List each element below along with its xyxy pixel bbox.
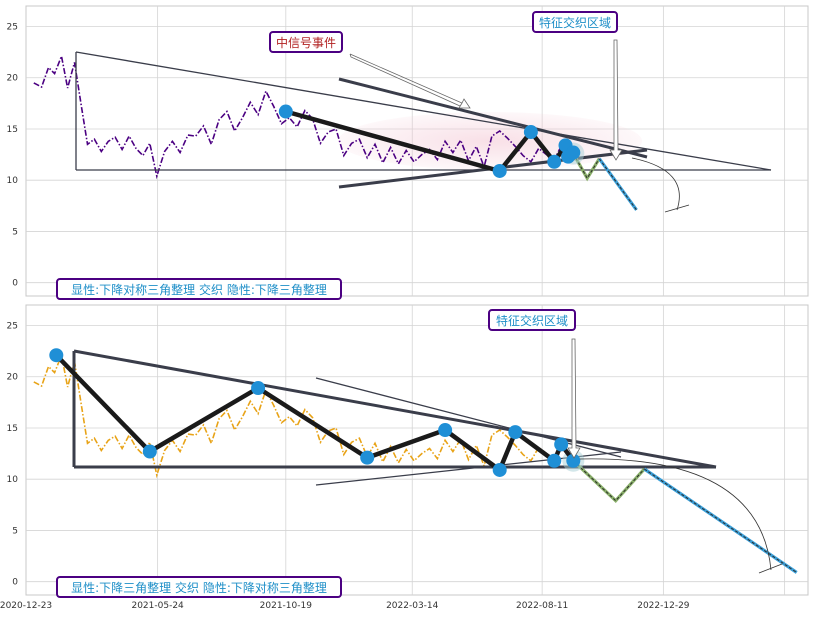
bottom-upper-trendline	[73, 349, 717, 469]
bottom-panel: 0 5 10 15 20 25 2020-12-23 2021-05-24 2021-10-1…	[0, 304, 809, 611]
top-feature-zone-label: 特征交织区域	[532, 11, 618, 33]
bottom-pattern-node	[142, 444, 157, 459]
top-pattern-zigzag	[278, 104, 581, 178]
top-pattern-title-text: 显性:下降对称三角整理 交织 隐性:下降三角整理	[71, 282, 327, 297]
top-pattern-node	[492, 163, 507, 178]
bottom-xtick-label: 2022-08-11	[516, 601, 568, 611]
top-y-axis: 0 5 10 15 20 25	[7, 22, 19, 288]
bottom-ytick-label: 5	[12, 526, 18, 536]
bottom-x-axis: 2020-12-23 2021-05-24 2021-10-19 2022-03-14…	[0, 601, 690, 611]
top-panel: 0 5 10 15 20 25 中信号事件 特征交织区域	[7, 5, 809, 300]
bottom-xtick-label: 2021-10-19	[260, 601, 313, 611]
top-pattern-title: 显性:下降对称三角整理 交织 隐性:下降三角整理	[56, 278, 342, 300]
top-pattern-node	[278, 104, 293, 119]
top-ytick-label: 5	[12, 227, 18, 237]
bottom-sym-upper	[315, 377, 622, 458]
bottom-triangle-lines	[72, 349, 717, 486]
signal-event-label: 中信号事件	[269, 31, 343, 53]
top-upper-trendline	[75, 51, 772, 171]
bottom-pattern-node	[438, 423, 453, 438]
bottom-xtick-label: 2021-05-24	[131, 601, 184, 611]
bottom-pattern-title-text: 显性:下降三角整理 交织 隐性:下降对称三角整理	[71, 580, 327, 595]
top-feature-zone-text: 特征交织区域	[539, 15, 611, 30]
bottom-pattern-node	[566, 453, 581, 468]
bottom-y-axis: 0 5 10 15 20 25	[7, 321, 19, 587]
bottom-feature-zone-text: 特征交织区域	[496, 313, 568, 328]
bottom-pattern-node	[508, 425, 523, 440]
bottom-grid	[26, 305, 808, 595]
bottom-pattern-line	[54, 353, 576, 473]
bottom-feature-zone-label: 特征交织区域	[488, 309, 576, 331]
top-projection-arc	[631, 157, 680, 211]
bottom-pattern-node	[251, 381, 266, 396]
top-ytick-label: 10	[7, 176, 19, 186]
bottom-xtick-label: 2022-12-29	[637, 601, 690, 611]
top-ytick-label: 15	[7, 125, 18, 135]
top-pattern-node	[566, 145, 581, 160]
bottom-ytick-label: 10	[7, 475, 19, 485]
bottom-arc-endcap	[758, 563, 783, 574]
top-forecast-blue-dash	[598, 158, 637, 211]
signal-event-arrow	[349, 53, 471, 109]
bottom-forecast-blue-dash	[644, 468, 797, 573]
top-ytick-label: 20	[7, 74, 19, 84]
bottom-pattern-node	[554, 437, 569, 452]
top-pattern-node	[523, 125, 538, 140]
bottom-projection-arc	[579, 458, 772, 571]
bottom-pattern-node	[49, 348, 64, 363]
bottom-pattern-node	[360, 450, 375, 465]
bottom-pattern-title: 显性:下降三角整理 交织 隐性:下降对称三角整理	[56, 576, 342, 598]
top-pattern-node	[547, 154, 562, 169]
bottom-ytick-label: 25	[7, 321, 18, 331]
bottom-pattern-node	[492, 462, 507, 477]
top-sym-upper	[338, 77, 648, 159]
top-ytick-label: 0	[12, 279, 18, 289]
bottom-pattern-zigzag	[49, 348, 581, 477]
signal-event-text: 中信号事件	[276, 35, 336, 50]
bottom-ytick-label: 0	[12, 578, 18, 588]
bottom-ytick-label: 20	[7, 373, 19, 383]
bottom-xtick-label: 2022-03-14	[386, 601, 439, 611]
feature-zone-arrow	[609, 39, 623, 161]
bottom-feature-zone-arrow	[567, 338, 581, 459]
bottom-pattern-node	[547, 453, 562, 468]
bottom-ytick-label: 15	[7, 424, 18, 434]
bottom-forecast-green-dash	[572, 460, 645, 502]
top-arc-endcap	[664, 204, 690, 213]
bottom-xtick-label: 2020-12-23	[0, 601, 52, 611]
top-ytick-label: 25	[7, 22, 18, 32]
